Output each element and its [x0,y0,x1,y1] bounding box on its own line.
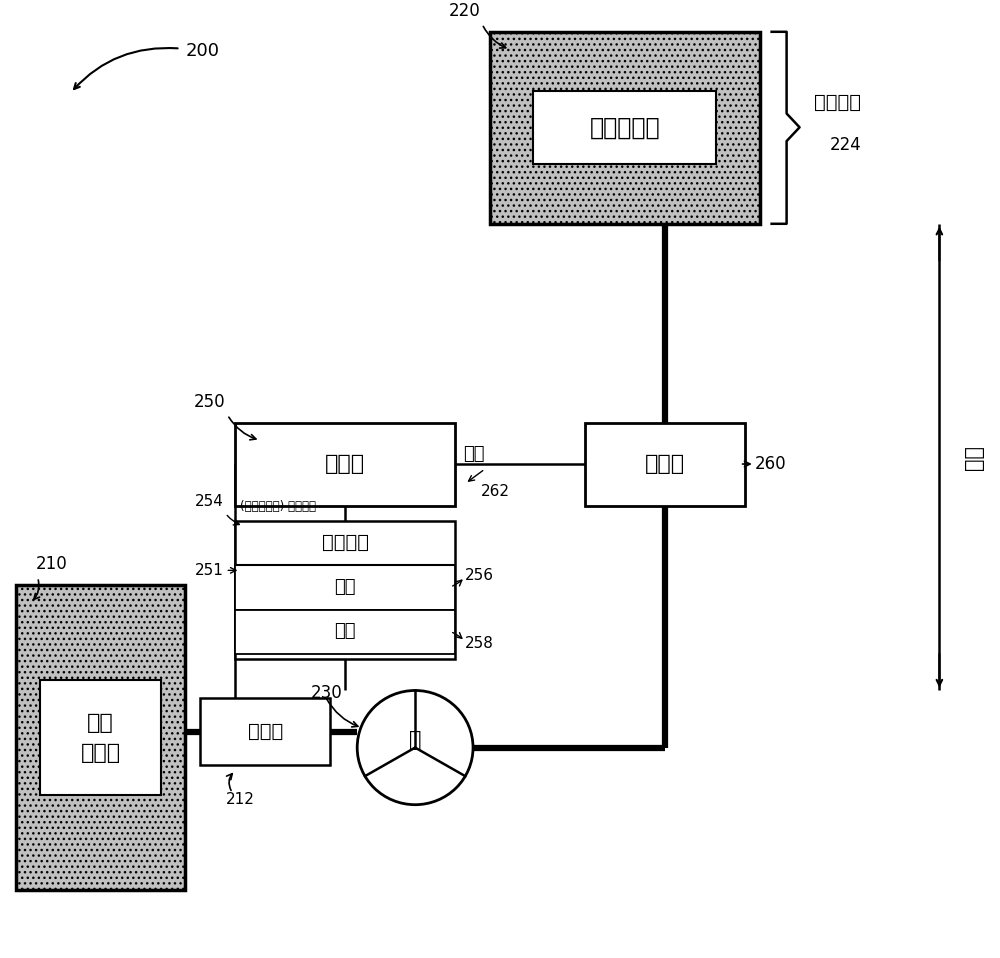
Text: 254: 254 [195,494,223,510]
Text: 电流: 电流 [334,623,356,640]
Text: (一个或多个) 泵送时间: (一个或多个) 泵送时间 [240,500,316,513]
Text: 控制器: 控制器 [325,454,365,474]
Bar [533,91,716,164]
Bar [40,679,161,795]
Bar [200,698,330,765]
Text: 251: 251 [195,563,223,578]
Text: 212: 212 [225,792,254,808]
Text: 220: 220 [448,2,480,20]
Text: 检测器: 检测器 [248,722,283,741]
Text: 传感器: 传感器 [645,454,685,474]
Text: 262: 262 [481,484,510,499]
Text: 258: 258 [465,636,494,650]
Text: 储存器: 储存器 [80,742,121,763]
Bar [235,609,455,654]
Text: 电压: 电压 [334,578,356,596]
Text: 200: 200 [185,41,219,59]
Text: 260: 260 [755,455,786,473]
Text: 第二储存器: 第二储存器 [590,115,660,139]
Text: 230: 230 [310,684,342,702]
Text: 压力: 压力 [463,445,485,463]
Text: 泵: 泵 [409,730,421,750]
Text: 256: 256 [465,568,494,582]
Bar [235,521,455,659]
Text: 210: 210 [36,556,67,573]
Bar [235,422,455,507]
Text: 高度: 高度 [964,445,984,469]
Bar [585,422,745,507]
Circle shape [357,691,473,805]
Text: 泵送状态: 泵送状态 [322,534,369,553]
Text: 224: 224 [830,136,861,154]
Bar [235,565,455,609]
Text: 第一: 第一 [87,713,114,733]
Text: 250: 250 [194,393,225,411]
Bar [16,585,185,890]
Bar [490,32,760,224]
Text: 充满状态: 充满状态 [814,93,861,112]
